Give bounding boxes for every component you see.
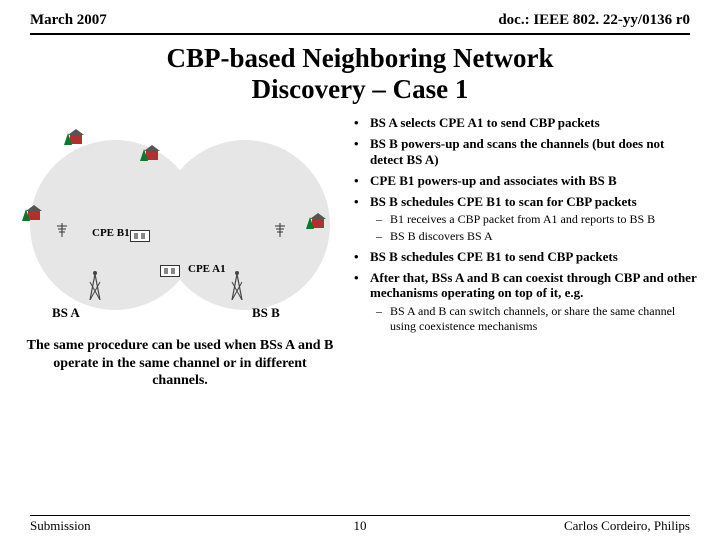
slide-footer: Submission 10 Carlos Cordeiro, Philips (0, 515, 720, 534)
footer-page-number: 10 (354, 518, 367, 534)
cpe-device-b1 (130, 230, 150, 242)
right-column: BS A selects CPE A1 to send CBP packets B… (348, 115, 700, 390)
sub-bullet-list: BS A and B can switch channels, or share… (370, 304, 700, 333)
bullet-list: BS A selects CPE A1 to send CBP packets B… (348, 115, 700, 333)
house-icon (22, 203, 42, 221)
slide-header: March 2007 doc.: IEEE 802. 22-yy/0136 r0 (0, 0, 720, 31)
slide-title: CBP-based Neighboring Network Discovery … (30, 43, 690, 105)
header-rule (30, 33, 690, 35)
footer-left: Submission (30, 518, 91, 534)
bs-b-label: BS B (252, 305, 280, 321)
footer-right: Carlos Cordeiro, Philips (564, 518, 690, 534)
house-icon (140, 143, 160, 161)
network-diagram: CPE B1 CPE A1 BS A BS B (20, 115, 340, 325)
bullet-item: BS B schedules CPE B1 to send CBP packet… (348, 249, 700, 265)
sub-bullet-item: BS B discovers BS A (370, 229, 700, 244)
left-column: CPE B1 CPE A1 BS A BS B The same procedu… (20, 115, 340, 390)
cpe-b1-label: CPE B1 (92, 227, 130, 239)
tower-icon-bs-b (230, 270, 244, 300)
antenna-icon (274, 223, 286, 237)
bullet-item: BS B schedules CPE B1 to scan for CBP pa… (348, 194, 700, 244)
bullet-item: BS A selects CPE A1 to send CBP packets (348, 115, 700, 131)
house-icon (306, 211, 326, 229)
header-docref: doc.: IEEE 802. 22-yy/0136 r0 (498, 12, 690, 29)
bs-a-label: BS A (52, 305, 80, 321)
bullet-item: After that, BSs A and B can coexist thro… (348, 270, 700, 334)
title-line1: CBP-based Neighboring Network (166, 43, 553, 73)
antenna-icon (56, 223, 68, 237)
bullet-item: CPE B1 powers-up and associates with BS … (348, 173, 700, 189)
header-date: March 2007 (30, 12, 107, 29)
sub-bullet-list: B1 receives a CBP packet from A1 and rep… (370, 212, 700, 243)
bottom-note: The same procedure can be used when BSs … (20, 337, 340, 390)
sub-bullet-item: BS A and B can switch channels, or share… (370, 304, 700, 333)
tower-icon-bs-a (88, 270, 102, 300)
cpe-device-a1 (160, 265, 180, 277)
sub-bullet-item: B1 receives a CBP packet from A1 and rep… (370, 212, 700, 227)
coverage-circle-b (160, 140, 330, 310)
bullet-item: BS B powers-up and scans the channels (b… (348, 136, 700, 168)
house-icon (64, 127, 84, 145)
content-row: CPE B1 CPE A1 BS A BS B The same procedu… (0, 109, 720, 390)
title-line2: Discovery – Case 1 (252, 74, 469, 104)
cpe-a1-label: CPE A1 (188, 263, 226, 275)
